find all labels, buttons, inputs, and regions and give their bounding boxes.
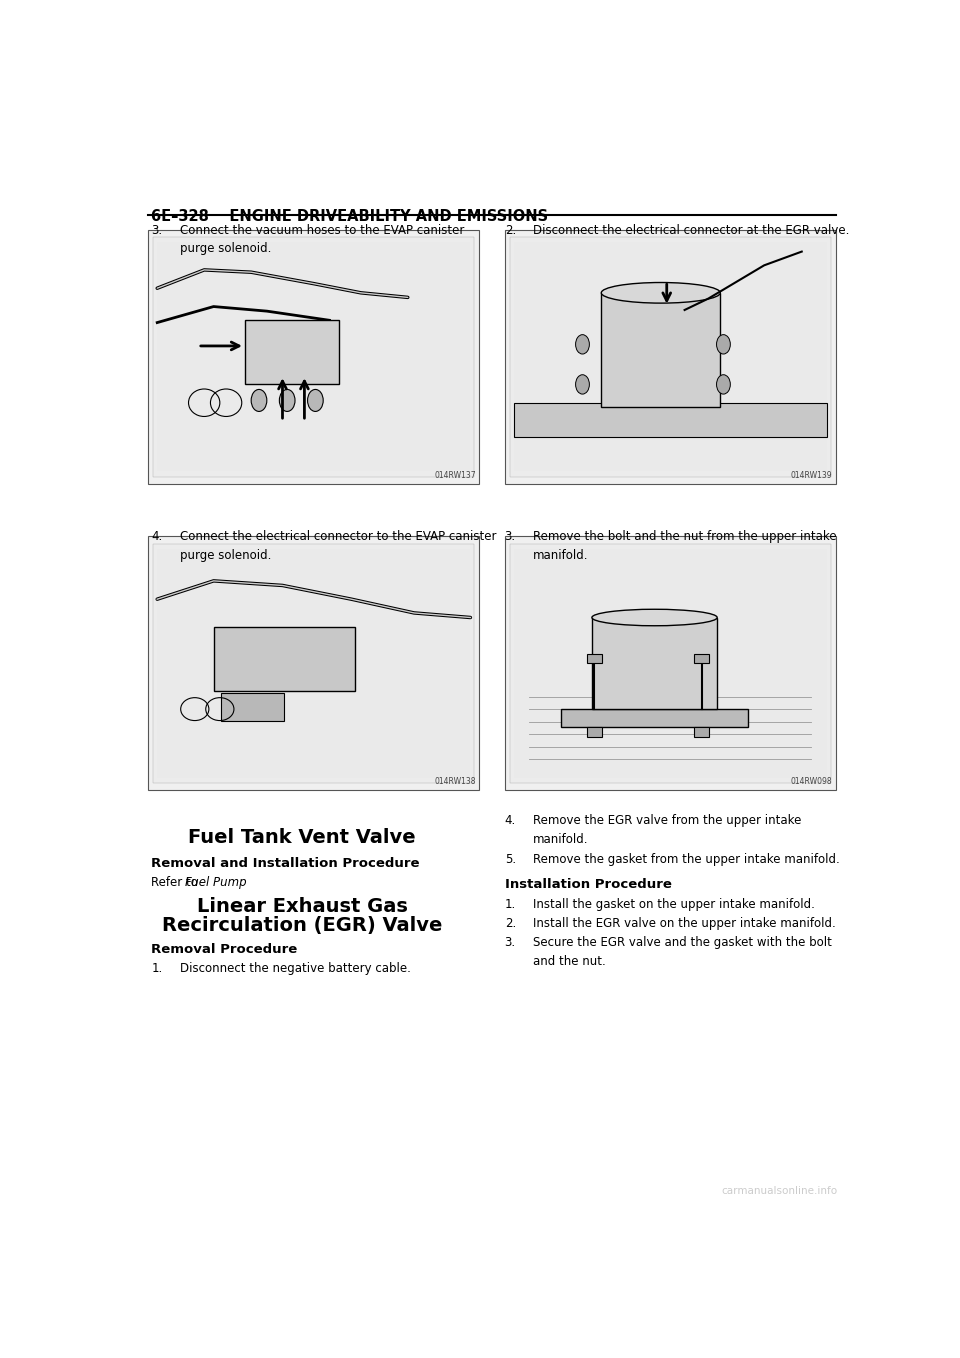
Circle shape <box>576 334 589 354</box>
Text: 014RW137: 014RW137 <box>434 471 475 479</box>
Text: Install the gasket on the upper intake manifold.: Install the gasket on the upper intake m… <box>533 898 815 911</box>
Bar <box>148 230 479 483</box>
Bar <box>157 243 470 471</box>
Text: Remove the gasket from the upper intake manifold.: Remove the gasket from the upper intake … <box>533 853 840 866</box>
Text: Disconnect the negative battery cable.: Disconnect the negative battery cable. <box>180 961 410 975</box>
Bar <box>514 403 827 437</box>
Bar <box>148 536 479 790</box>
Text: 2.: 2. <box>505 917 516 930</box>
Text: 5.: 5. <box>505 853 516 866</box>
Text: 6E–328    ENGINE DRIVEABILITY AND EMISSIONS: 6E–328 ENGINE DRIVEABILITY AND EMISSIONS <box>152 209 548 224</box>
Bar <box>213 626 354 691</box>
Ellipse shape <box>592 610 717 626</box>
Text: 4.: 4. <box>152 530 162 543</box>
Text: 014RW139: 014RW139 <box>790 471 832 479</box>
Text: Removal and Installation Procedure: Removal and Installation Procedure <box>152 857 420 870</box>
Bar <box>514 549 827 778</box>
Text: 3.: 3. <box>505 936 516 949</box>
Bar <box>505 230 836 483</box>
Bar <box>587 655 602 663</box>
Circle shape <box>716 375 731 394</box>
Bar <box>587 728 602 736</box>
Bar <box>592 618 717 709</box>
Text: Connect the vacuum hoses to the EVAP canister: Connect the vacuum hoses to the EVAP can… <box>180 224 464 236</box>
Text: manifold.: manifold. <box>533 549 588 562</box>
Text: 1.: 1. <box>152 961 162 975</box>
Ellipse shape <box>601 282 720 303</box>
Text: 014RW098: 014RW098 <box>790 777 832 786</box>
Text: purge solenoid.: purge solenoid. <box>180 549 271 562</box>
Bar <box>221 693 284 721</box>
Circle shape <box>252 390 267 411</box>
Text: 1.: 1. <box>505 898 516 911</box>
Text: 2.: 2. <box>505 224 516 236</box>
Bar <box>245 320 339 384</box>
Bar <box>694 655 709 663</box>
Text: Recirculation (EGR) Valve: Recirculation (EGR) Valve <box>162 915 443 934</box>
Bar <box>154 543 474 784</box>
Text: 3.: 3. <box>152 224 162 236</box>
Bar <box>510 238 830 477</box>
Text: and the nut.: and the nut. <box>533 955 606 967</box>
Bar <box>157 549 470 778</box>
Text: Remove the bolt and the nut from the upper intake: Remove the bolt and the nut from the upp… <box>533 530 836 543</box>
Text: 014RW138: 014RW138 <box>434 777 475 786</box>
Text: 3.: 3. <box>505 530 516 543</box>
Text: Disconnect the electrical connector at the EGR valve.: Disconnect the electrical connector at t… <box>533 224 850 236</box>
Text: Removal Procedure: Removal Procedure <box>152 942 298 956</box>
Text: Installation Procedure: Installation Procedure <box>505 879 672 891</box>
Text: Fuel Tank Vent Valve: Fuel Tank Vent Valve <box>188 828 416 847</box>
Circle shape <box>279 390 295 411</box>
Text: Linear Exhaust Gas: Linear Exhaust Gas <box>197 898 408 917</box>
Text: Remove the EGR valve from the upper intake: Remove the EGR valve from the upper inta… <box>533 815 802 827</box>
Text: manifold.: manifold. <box>533 834 588 846</box>
Circle shape <box>716 334 731 354</box>
Text: Refer to: Refer to <box>152 876 202 889</box>
Text: purge solenoid.: purge solenoid. <box>180 243 271 255</box>
Text: 4.: 4. <box>505 815 516 827</box>
Text: Fuel Pump: Fuel Pump <box>184 876 247 889</box>
Bar <box>510 543 830 784</box>
Bar <box>601 293 720 407</box>
Text: Connect the electrical connector to the EVAP canister: Connect the electrical connector to the … <box>180 530 496 543</box>
Bar <box>694 728 709 736</box>
Text: Secure the EGR valve and the gasket with the bolt: Secure the EGR valve and the gasket with… <box>533 936 831 949</box>
Bar <box>514 243 827 471</box>
Bar <box>561 709 749 728</box>
Circle shape <box>576 375 589 394</box>
Text: Install the EGR valve on the upper intake manifold.: Install the EGR valve on the upper intak… <box>533 917 835 930</box>
Bar <box>505 536 836 790</box>
Circle shape <box>307 390 324 411</box>
Bar <box>154 238 474 477</box>
Text: carmanualsonline.info: carmanualsonline.info <box>722 1186 838 1196</box>
